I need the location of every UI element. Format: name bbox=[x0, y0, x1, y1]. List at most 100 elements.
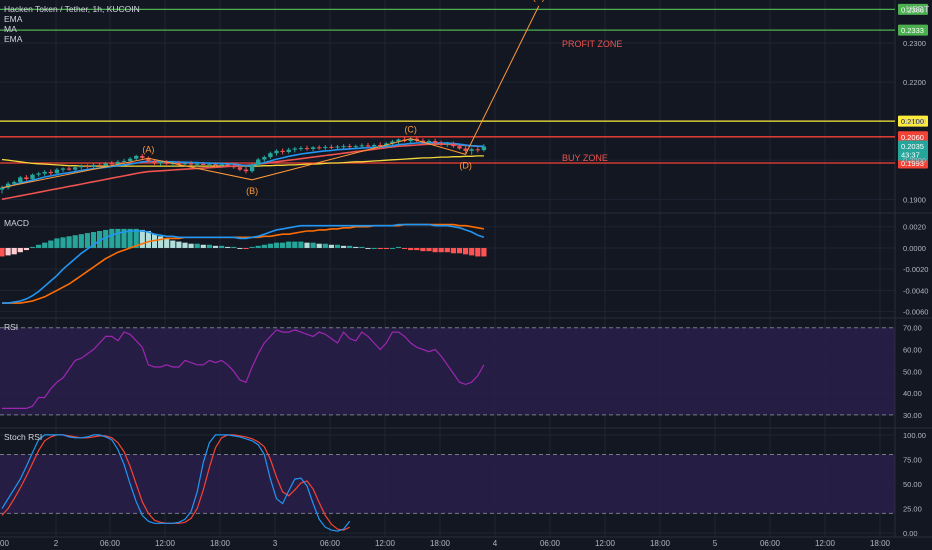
rsi-tick-label: 40.00 bbox=[903, 389, 922, 398]
candle bbox=[73, 166, 78, 172]
candle bbox=[213, 162, 218, 167]
last-price-label: 0.2035 bbox=[901, 142, 924, 151]
candle bbox=[353, 144, 358, 150]
candle-body bbox=[414, 138, 419, 141]
stoch-band bbox=[0, 454, 895, 514]
candle bbox=[335, 144, 340, 150]
wave-annotation[interactable]: (A) (B) (C) (D) (E) bbox=[1, 0, 545, 196]
time-tick-label: 3 bbox=[273, 539, 278, 548]
stoch-tick-label: 25.00 bbox=[903, 505, 922, 514]
candle-body bbox=[451, 143, 456, 147]
price-tick-label: 0.1900 bbox=[903, 195, 926, 204]
candle-body bbox=[66, 168, 72, 170]
candle-body bbox=[12, 182, 17, 184]
wave-label: (C) bbox=[404, 125, 417, 135]
macd-histogram-bar bbox=[200, 244, 206, 248]
macd-histogram-bar bbox=[249, 246, 255, 248]
time-tick-label: 4 bbox=[493, 539, 498, 548]
candle-body bbox=[481, 146, 487, 151]
candle bbox=[127, 157, 133, 163]
candle bbox=[30, 173, 35, 180]
candle bbox=[237, 164, 243, 172]
candle bbox=[262, 155, 267, 162]
candle bbox=[445, 141, 450, 147]
candle bbox=[5, 181, 11, 190]
candle bbox=[274, 149, 279, 156]
candle-body bbox=[188, 163, 194, 165]
macd-histogram-bar bbox=[48, 240, 54, 248]
time-axis[interactable]: 2 06:00 12:00 18:00 3 06:00 12:00 18:00 4 06:00 12… bbox=[0, 539, 891, 548]
macd-histogram-bar bbox=[17, 247, 23, 253]
macd-histogram-bar bbox=[182, 242, 188, 248]
macd-histogram-bar bbox=[90, 232, 97, 248]
time-tick-label: 5 bbox=[713, 539, 718, 548]
candle-body bbox=[60, 168, 66, 170]
candle-body bbox=[292, 148, 297, 150]
candle bbox=[225, 162, 230, 168]
candle-body bbox=[353, 146, 358, 148]
candle-body bbox=[256, 159, 261, 165]
currency-label: USDT bbox=[906, 4, 929, 14]
indicator-label-ema: EMA bbox=[4, 14, 23, 24]
candle bbox=[390, 139, 395, 146]
candle-body bbox=[365, 145, 371, 147]
price-axis[interactable]: 0.1900 0.2000 0.2100 0.2200 0.2300 0.0020 0.00… bbox=[903, 39, 928, 538]
candle-body bbox=[420, 140, 426, 143]
macd-histogram-bar bbox=[212, 245, 219, 248]
macd-histogram-bar bbox=[347, 245, 353, 248]
macd-histogram-bar bbox=[377, 247, 383, 250]
macd-histogram-bar bbox=[426, 247, 432, 252]
candlestick-series[interactable] bbox=[0, 136, 487, 194]
macd-histogram-bar bbox=[255, 245, 261, 248]
wave-label: (B) bbox=[246, 186, 258, 196]
macd-histogram-bar bbox=[225, 246, 231, 248]
candle bbox=[103, 161, 108, 167]
candle-body bbox=[237, 167, 243, 170]
candle bbox=[207, 162, 212, 168]
candle-body bbox=[347, 146, 352, 148]
candle bbox=[97, 162, 102, 168]
indicator-bands bbox=[0, 327, 895, 514]
macd-histogram-bar bbox=[286, 241, 292, 248]
candle bbox=[140, 153, 145, 160]
time-tick-label: 06:00 bbox=[760, 539, 781, 548]
rsi-tick-label: 60.00 bbox=[903, 346, 922, 355]
rsi-pane[interactable] bbox=[2, 329, 485, 409]
horizontal-levels[interactable]: 0.2386 0.2333 0.2100 0.2060 0.1993 0.203543:3… bbox=[0, 3, 928, 169]
candle-body bbox=[463, 148, 468, 151]
macd-histogram-bar bbox=[475, 247, 481, 257]
macd-histogram-bar bbox=[170, 240, 176, 248]
candle-body bbox=[158, 162, 163, 164]
candle-body bbox=[359, 145, 365, 147]
macd-histogram-bar bbox=[316, 243, 322, 248]
stoch-tick-label: 50.00 bbox=[903, 480, 922, 489]
macd-histogram-bar bbox=[133, 228, 139, 248]
price-level-badge bbox=[898, 3, 928, 15]
candle-body bbox=[85, 166, 90, 168]
macd-pane[interactable] bbox=[0, 223, 487, 304]
macd-histogram-bar bbox=[23, 247, 29, 251]
macd-histogram-bar bbox=[304, 242, 310, 248]
candle-body bbox=[426, 141, 432, 143]
time-tick-label: 06:00 bbox=[100, 539, 121, 548]
candle-body bbox=[24, 177, 29, 179]
time-tick-label: 06:00 bbox=[320, 539, 341, 548]
candle-body bbox=[152, 161, 157, 164]
macd-histogram-bar bbox=[359, 246, 365, 248]
rsi-line bbox=[2, 329, 485, 409]
macd-histogram-bar bbox=[188, 243, 194, 248]
candle bbox=[48, 169, 53, 176]
macd-tick-label: -0.0040 bbox=[903, 286, 928, 295]
stoch-rsi-pane[interactable] bbox=[1, 434, 351, 532]
candle bbox=[298, 146, 304, 151]
macd-histogram-bar bbox=[176, 241, 182, 248]
macd-histogram-bar bbox=[219, 245, 225, 248]
macd-histogram-bar bbox=[231, 246, 237, 248]
ema-fast-line bbox=[1, 141, 484, 190]
candle-body bbox=[396, 139, 401, 142]
stoch-tick-label: 0.00 bbox=[903, 529, 918, 538]
macd-histogram-bar bbox=[432, 247, 438, 253]
price-level-label: 0.2060 bbox=[901, 133, 924, 142]
macd-histogram-bar bbox=[328, 244, 334, 248]
